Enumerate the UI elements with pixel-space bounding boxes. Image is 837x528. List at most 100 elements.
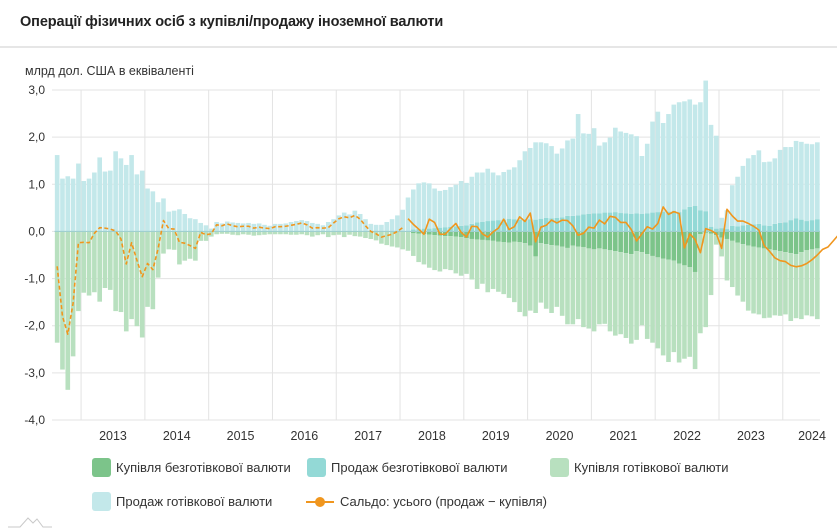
bar-cashless-sale: [464, 225, 469, 232]
bar-cash-sale: [676, 102, 682, 213]
bar-cashless-purchase: [751, 231, 756, 247]
bar-cash-purchase: [108, 231, 113, 290]
bar-cashless-sale: [809, 220, 815, 232]
bar-cashless-sale: [698, 210, 703, 232]
bar-cash-purchase: [325, 231, 331, 238]
bar-cashless-sale: [815, 219, 820, 232]
bar-cash-sale: [405, 197, 411, 232]
bar-cashless-purchase: [559, 231, 565, 247]
bar-cash-purchase: [538, 243, 544, 303]
bar-cash-purchase: [341, 231, 347, 238]
bar-cash-purchase: [761, 248, 767, 319]
bar-cash-sale: [506, 169, 512, 219]
y-tick-label: 1,0: [28, 177, 45, 191]
bar-cashless-sale: [496, 220, 501, 232]
legend-item-balance[interactable]: Сальдо: усього (продаж − купівля): [306, 492, 547, 511]
title-bar: Операції фізичних осіб з купівлі/продажу…: [0, 0, 837, 48]
bar-cash-purchase: [745, 245, 751, 311]
bar-cashless-sale: [586, 213, 592, 232]
bar-cash-sale: [134, 174, 140, 232]
bar-cash-purchase: [751, 246, 756, 314]
bar-cash-sale: [336, 215, 342, 232]
y-tick-label: -2,0: [24, 319, 45, 333]
bar-cash-sale: [639, 156, 645, 214]
bar-cash-purchase: [783, 252, 788, 315]
bar-cash-sale: [368, 223, 374, 232]
bar-cash-sale: [799, 141, 804, 220]
bar-cash-purchase: [352, 231, 358, 237]
bar-cash-purchase: [586, 248, 592, 329]
bar-cashless-purchase: [639, 231, 645, 253]
bar-cashless-sale: [591, 213, 597, 232]
bar-cashless-purchase: [464, 231, 469, 239]
bar-cash-sale: [331, 219, 336, 232]
bar-cash-sale: [650, 121, 655, 213]
bar-cash-sale: [246, 222, 251, 232]
bar-cash-purchase: [161, 231, 166, 254]
bar-cashless-purchase: [575, 231, 581, 247]
bar-cash-sale: [240, 223, 246, 232]
bar-cash-sale: [373, 224, 379, 232]
bar-cash-sale: [442, 189, 448, 228]
legend-item-cash-sale[interactable]: Продаж готівкової валюти: [92, 492, 272, 511]
bar-cashless-sale: [735, 226, 740, 232]
bar-cash-purchase: [512, 241, 517, 303]
bar-cashless-sale: [416, 229, 421, 232]
bar-cash-purchase: [426, 234, 432, 268]
bar-cash-sale: [416, 183, 421, 230]
legend-item-cashless-purchase[interactable]: Купівля безготівкової валюти: [92, 458, 291, 477]
bar-cash-sale: [788, 147, 794, 221]
bar-cash-purchase: [230, 231, 235, 235]
bar-cash-sale: [761, 162, 767, 226]
bar-cashless-sale: [458, 225, 464, 232]
bar-cash-sale: [60, 178, 65, 232]
bar-cash-sale: [586, 133, 592, 214]
bar-cash-purchase: [618, 252, 623, 335]
legend-item-cashless-sale[interactable]: Продаж безготівкової валюти: [307, 458, 508, 477]
bar-cash-sale: [267, 225, 273, 232]
bar-cashless-sale: [442, 227, 448, 232]
bar-cash-purchase: [166, 231, 172, 250]
bar-cash-sale: [150, 191, 156, 232]
bar-cash-sale: [448, 187, 453, 227]
bar-cash-purchase: [70, 231, 76, 357]
mountain-logo-icon: [8, 517, 52, 528]
bar-cash-sale: [602, 142, 608, 213]
bar-cash-sale: [740, 165, 746, 226]
bar-cash-sale: [102, 171, 108, 232]
bar-cashless-purchase: [570, 231, 576, 246]
bar-cash-sale: [480, 172, 485, 222]
bar-cashless-purchase: [698, 231, 703, 235]
legend-item-cash-purchase[interactable]: Купівля готівкової валюти: [550, 458, 729, 477]
bar-cashless-sale: [411, 229, 416, 232]
bar-cash-purchase: [209, 231, 214, 237]
bar-cash-sale: [288, 222, 294, 232]
bar-cash-purchase: [81, 231, 87, 293]
bar-cash-purchase: [687, 267, 693, 357]
bar-cash-sale: [437, 190, 443, 228]
bar-cash-sale: [92, 172, 97, 232]
bar-cash-purchase: [522, 243, 528, 317]
bar-cashless-sale: [559, 217, 565, 232]
bar-cashless-purchase: [543, 231, 549, 245]
bar-cash-sale: [235, 222, 241, 232]
bar-cash-sale: [161, 198, 166, 232]
bar-cashless-purchase: [613, 231, 618, 252]
bar-cash-purchase: [60, 231, 65, 370]
legend-label: Купівля готівкової валюти: [574, 460, 729, 475]
bar-cash-purchase: [575, 246, 581, 320]
bar-cash-purchase: [453, 236, 459, 274]
bar-cashless-sale: [485, 221, 491, 232]
bar-cash-sale: [458, 180, 464, 226]
bar-cash-purchase: [400, 231, 406, 250]
bar-cashless-purchase: [411, 231, 416, 234]
bar-cashless-sale: [570, 215, 576, 232]
bar-cashless-sale: [687, 206, 693, 232]
bar-cash-purchase: [54, 231, 60, 343]
bar-cashless-sale: [480, 222, 485, 232]
bar-cash-purchase: [336, 231, 342, 235]
bar-cash-sale: [692, 104, 698, 206]
bar-cash-sale: [777, 149, 783, 223]
bar-cash-purchase: [416, 233, 421, 263]
bar-cashless-purchase: [591, 231, 597, 250]
